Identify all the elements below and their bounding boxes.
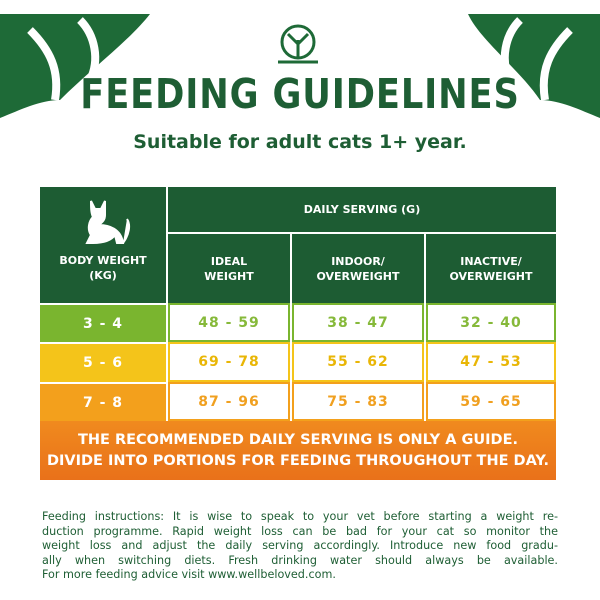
instruction-line: duction programme. Rapid weight loss can… [42,524,558,538]
serving-cell: 32 - 40 [426,303,556,342]
instruction-line: ally when switching diets. Fresh drinkin… [42,553,558,567]
instruction-line: For more feeding advice visit www.wellbe… [42,568,336,582]
serving-cell: 75 - 83 [292,382,424,421]
note-line: DIVIDE INTO PORTIONS FOR FEEDING THROUGH… [46,453,550,469]
note-line: THE RECOMMENDED DAILY SERVING IS ONLY A … [77,432,518,448]
column-header: INACTIVE/ OVERWEIGHT [426,234,556,303]
serving-cell: 59 - 65 [426,382,556,421]
subtitle: Suitable for adult cats 1+ year. [133,131,467,153]
title: FEEDING GUIDELINES [80,70,520,118]
serving-cell: 48 - 59 [168,303,290,342]
weight-label: 3 - 4 [40,303,166,342]
corner-cell: BODY WEIGHT (KG) [40,187,166,303]
serving-cell: 47 - 53 [426,342,556,382]
column-header: INDOOR/ OVERWEIGHT [292,234,424,303]
note: THE RECOMMENDED DAILY SERVING IS ONLY A … [40,421,556,480]
corner-label: BODY WEIGHT (KG) [59,254,147,282]
instructions: Feeding instructions: It is wise to spea… [42,510,558,583]
serving-cell: 69 - 78 [168,342,290,382]
column-header: IDEAL WEIGHT [168,234,290,303]
weight-label: 5 - 6 [40,342,166,382]
cat-icon [85,200,131,244]
instruction-line: weight loss and adjust the daily serving… [42,539,558,553]
serving-cell: 55 - 62 [292,342,424,382]
instruction-line: Feeding instructions: It is wise to spea… [42,510,558,523]
weight-label: 7 - 8 [40,382,166,421]
group-header: DAILY SERVING (G) [168,187,556,232]
decoration [0,14,600,118]
serving-cell: 38 - 47 [292,303,424,342]
serving-cell: 87 - 96 [168,382,290,421]
